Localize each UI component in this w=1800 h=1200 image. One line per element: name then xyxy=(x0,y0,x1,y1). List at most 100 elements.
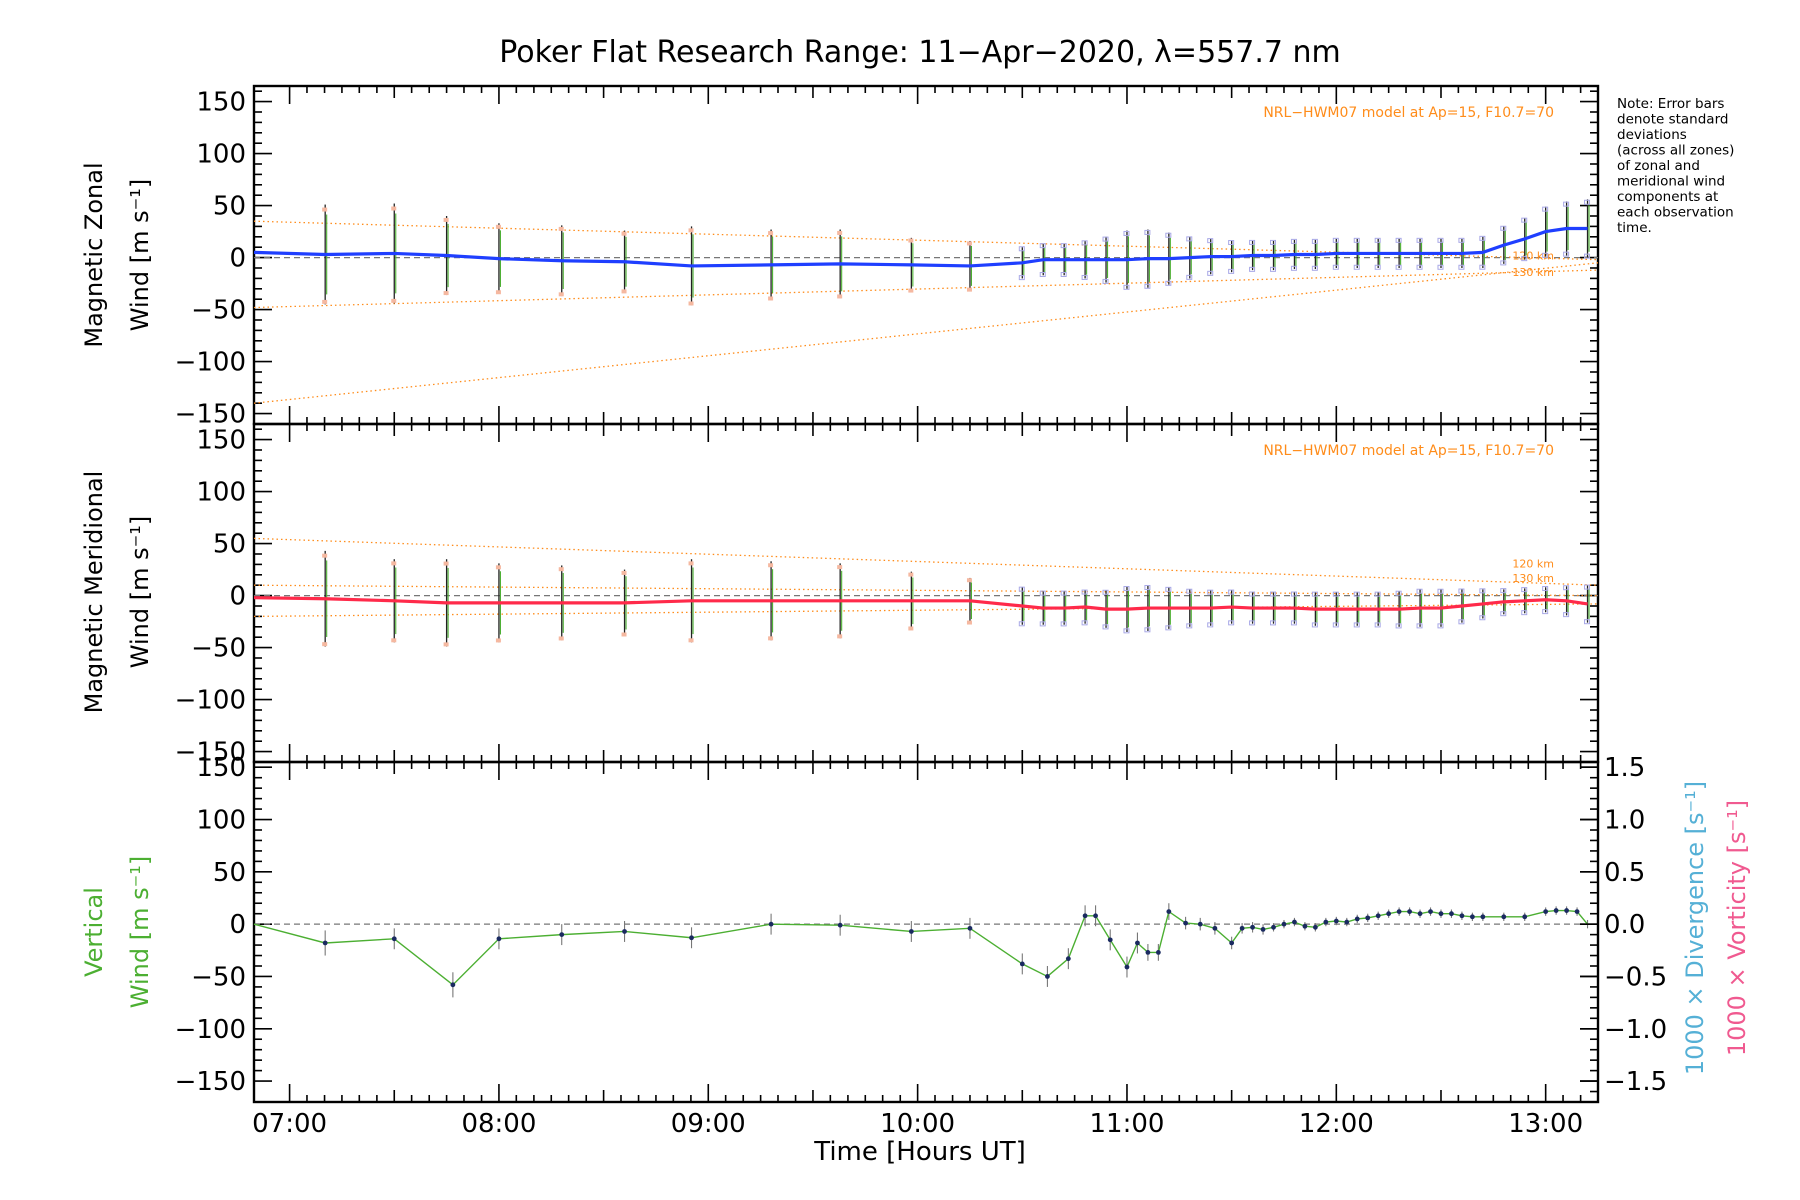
zone-sample-mark xyxy=(1018,586,1025,592)
zone-sample-mark xyxy=(1563,585,1570,591)
right-y-tick-label: 0.0 xyxy=(1604,910,1645,940)
zone-sample-mark xyxy=(1332,591,1339,597)
vertical-wind-point xyxy=(1197,921,1203,927)
note-line: meridional wind xyxy=(1617,174,1725,190)
y-tick-label: 0 xyxy=(229,582,246,612)
zone-sample-mark xyxy=(1123,628,1130,634)
zone-sample-mark xyxy=(1018,621,1025,627)
y-tick-label: 100 xyxy=(196,806,246,836)
zone-sample-mark xyxy=(1437,264,1444,270)
meridional-wind-line xyxy=(253,596,1588,611)
zone-sample-mark xyxy=(1186,274,1193,280)
meridional-panel: 150 100 50 0 −50 −100 −150 NRL−HWM07 model at A… xyxy=(175,422,1600,768)
note-line: deviations xyxy=(1617,127,1687,143)
zone-sample-mark xyxy=(1207,622,1214,628)
zone-sample-mark xyxy=(322,299,328,304)
zone-sample-mark xyxy=(1060,590,1067,596)
zone-sample-mark xyxy=(1060,621,1067,627)
zone-sample-mark xyxy=(1563,201,1570,207)
zone-sample-mark xyxy=(1186,623,1193,629)
vertical-wind-point xyxy=(1543,909,1549,914)
zone-sample-mark xyxy=(837,294,843,299)
zone-sample-mark xyxy=(1102,589,1109,595)
zone-sample-mark xyxy=(1395,237,1402,243)
model-curve xyxy=(253,262,1599,404)
zone-sample-mark xyxy=(1374,237,1381,243)
svg-text:1000 × Divergence [s⁻¹]: 1000 × Divergence [s⁻¹] xyxy=(1681,781,1709,1075)
zone-sample-mark xyxy=(495,224,501,229)
zone-sample-mark xyxy=(1542,609,1549,615)
svg-text:Vertical: Vertical xyxy=(80,887,108,977)
svg-text:Wind [m s⁻¹]: Wind [m s⁻¹] xyxy=(126,856,154,1008)
zone-sample-mark xyxy=(768,563,774,568)
vertical-wind-point xyxy=(1271,924,1276,930)
zone-sample-mark xyxy=(495,565,501,570)
vertical-wind-point xyxy=(689,935,694,941)
zone-sample-mark xyxy=(621,289,627,294)
note-line: denote standard xyxy=(1617,112,1728,128)
vertical-panel: 150 100 50 0 −50 −100 −150 1.5 1.0 0.5 0.0 −0.5 −1.0… xyxy=(175,753,1667,1104)
zone-sample-mark xyxy=(558,636,564,641)
vertical-y-label: Vertical Wind [m s⁻¹] xyxy=(80,856,154,1008)
zone-sample-mark xyxy=(1353,237,1360,243)
model-label: NRL−HWM07 model at Ap=15, F10.7=70 xyxy=(1263,105,1554,121)
zone-sample-mark xyxy=(1395,623,1402,629)
zone-sample-mark xyxy=(1311,238,1318,244)
zone-sample-mark xyxy=(1228,240,1235,246)
x-tick-label: 10:00 xyxy=(880,1109,955,1139)
zone-sample-mark xyxy=(1081,589,1088,595)
zone-sample-mark xyxy=(1102,278,1109,284)
svg-text:1000 × Vorticity [s⁻¹]: 1000 × Vorticity [s⁻¹] xyxy=(1723,800,1751,1056)
vorticity-y-label: 1000 × Vorticity [s⁻¹] xyxy=(1723,800,1751,1056)
zone-sample-mark xyxy=(391,638,397,643)
zone-sample-mark xyxy=(443,561,449,566)
svg-text:Magnetic Meridional: Magnetic Meridional xyxy=(80,471,108,714)
zone-sample-mark xyxy=(908,626,914,631)
vertical-wind-point xyxy=(391,936,397,942)
zone-sample-mark xyxy=(1249,591,1256,597)
zone-sample-mark xyxy=(1270,239,1277,245)
zone-sample-mark xyxy=(1270,620,1277,626)
x-tick-labels: 07:00 08:00 09:00 10:00 11:00 12:00 13:00 xyxy=(252,1109,1583,1139)
zone-sample-mark xyxy=(1479,588,1486,594)
vertical-wind-point xyxy=(1323,919,1329,925)
zone-sample-mark xyxy=(1395,264,1402,270)
zone-sample-mark xyxy=(1228,589,1235,595)
zone-sample-mark xyxy=(1521,217,1528,223)
vertical-wind-point xyxy=(1145,950,1151,955)
zone-sample-mark xyxy=(1500,260,1507,266)
vertical-wind-point xyxy=(496,936,502,942)
vertical-wind-point xyxy=(1302,923,1308,929)
note-line: components at xyxy=(1617,189,1718,205)
zone-sample-mark xyxy=(1060,272,1067,277)
zone-sample-mark xyxy=(1207,589,1214,595)
vertical-wind-point xyxy=(450,982,456,988)
vertical-wind-point xyxy=(1553,908,1559,913)
vertical-wind-point xyxy=(622,929,627,934)
zone-sample-mark xyxy=(495,638,501,643)
y-tick-label: −100 xyxy=(175,348,246,378)
zone-sample-mark xyxy=(1458,264,1465,270)
vertical-wind-point xyxy=(1365,915,1371,921)
zone-sample-mark xyxy=(495,290,501,295)
vertical-wind-point xyxy=(1407,909,1412,914)
zone-sample-mark xyxy=(558,567,564,572)
vertical-wind-point xyxy=(1375,913,1381,919)
chart-title: Poker Flat Research Range: 11−Apr−2020, … xyxy=(499,35,1340,70)
vertical-wind-point xyxy=(1480,914,1486,920)
note-line: each observation xyxy=(1617,205,1734,221)
y-tick-label: −150 xyxy=(175,738,246,768)
y-tick-label: 100 xyxy=(196,478,246,508)
zone-sample-mark xyxy=(1416,237,1423,243)
zone-sample-mark xyxy=(1374,622,1381,628)
zone-sample-mark xyxy=(1458,588,1465,594)
right-y-tick-label: −1.5 xyxy=(1604,1067,1667,1097)
zone-sample-mark xyxy=(558,292,564,297)
zone-sample-mark xyxy=(1102,236,1109,242)
zone-sample-mark xyxy=(688,638,694,643)
zone-sample-mark xyxy=(1521,256,1528,262)
x-tick-label: 13:00 xyxy=(1508,1109,1583,1139)
zone-sample-mark xyxy=(1228,268,1235,274)
vertical-wind-point xyxy=(1166,909,1172,914)
